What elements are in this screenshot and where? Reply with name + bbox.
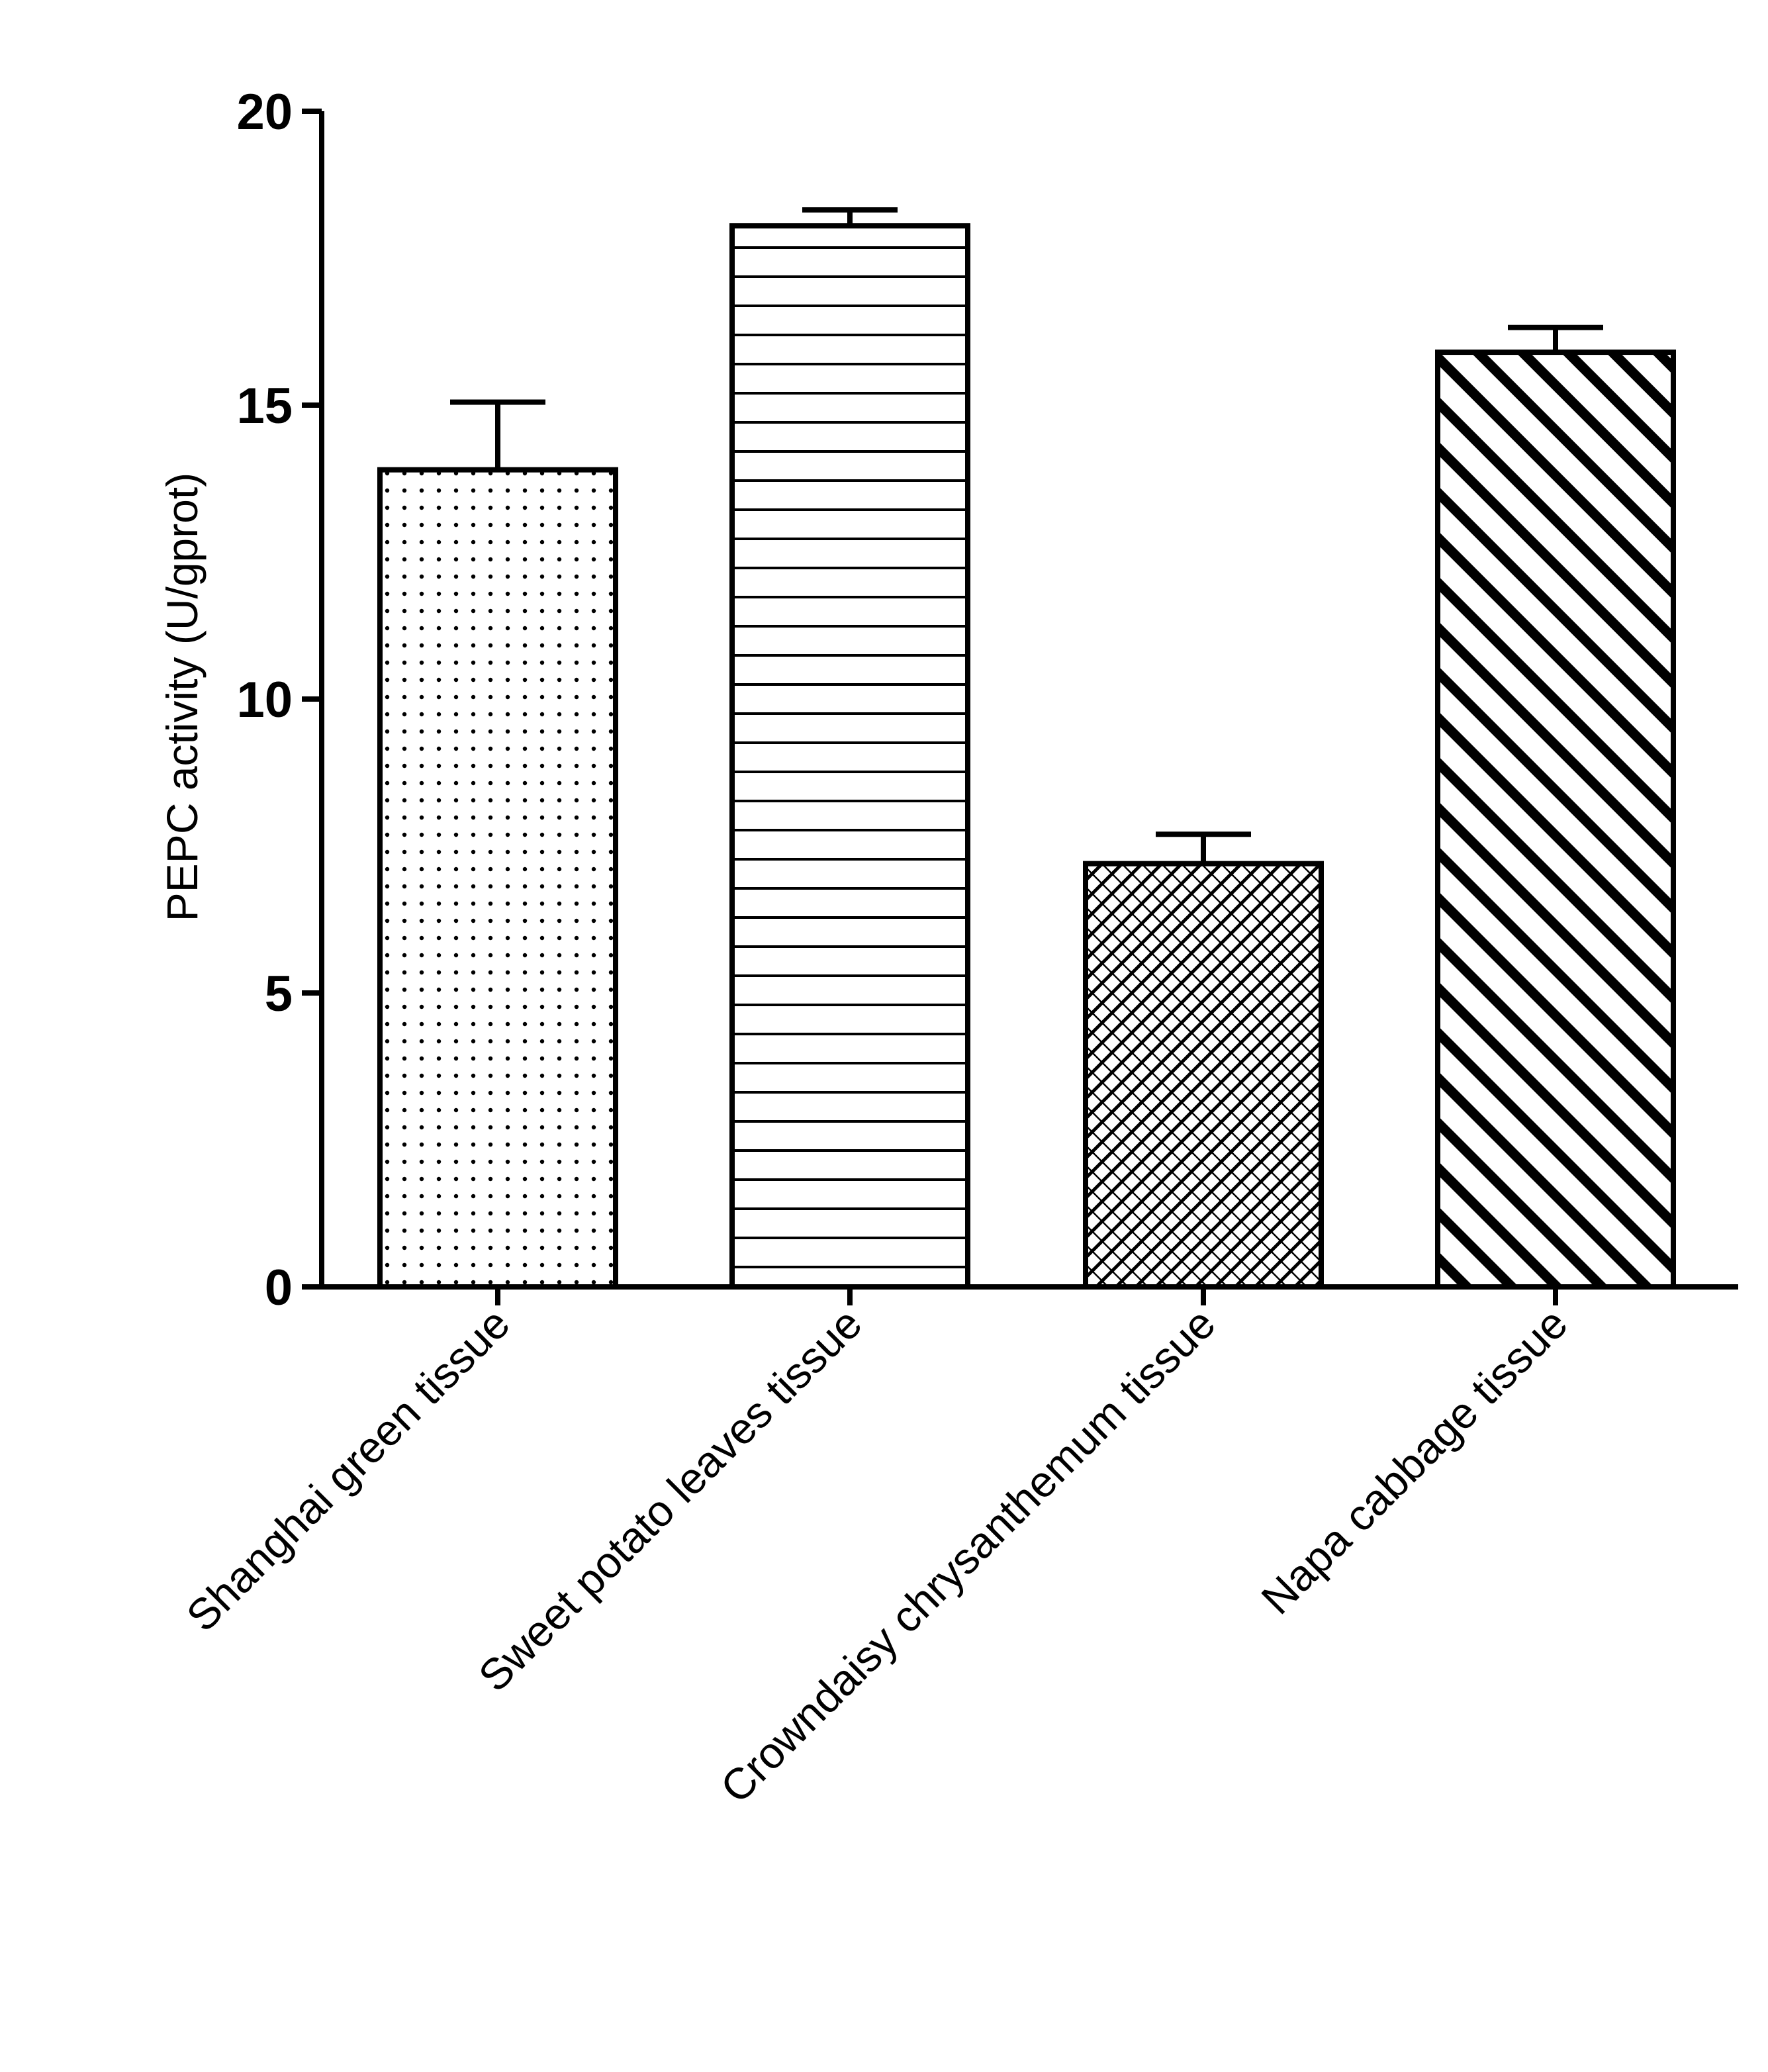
x-category-label: Sweet potato leaves tissue [469, 1299, 871, 1701]
bars-group [377, 223, 1676, 1290]
y-ticks-group: 0 5 10 15 20 [236, 84, 322, 1316]
x-category-label: Napa cabbage tissue [1252, 1299, 1577, 1624]
error-bar-4 [1508, 324, 1603, 353]
y-tick-label: 15 [236, 378, 293, 434]
y-tick-label: 20 [236, 84, 293, 140]
error-bar-3 [1156, 831, 1251, 864]
bar-2 [729, 223, 970, 1290]
error-bar-1 [450, 399, 545, 470]
y-tick-label: 0 [265, 1260, 293, 1316]
y-axis-title: PEPC activity (U/gprot) [158, 473, 207, 922]
bar-3 [1083, 861, 1324, 1290]
bar-1 [377, 467, 618, 1290]
bar-4 [1435, 350, 1676, 1290]
error-bars-group [450, 207, 1603, 864]
error-bar-2 [802, 207, 898, 226]
x-category-label: Shanghai green tissue [177, 1299, 519, 1641]
y-tick-label: 10 [236, 672, 293, 728]
y-tick-label: 5 [265, 966, 293, 1022]
